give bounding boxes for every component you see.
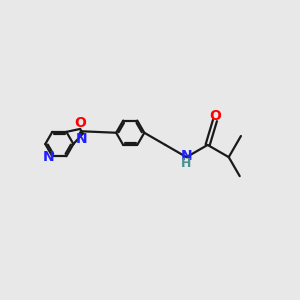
Text: O: O [210,109,221,122]
Text: O: O [74,116,86,130]
Text: N: N [76,132,88,146]
Text: N: N [42,150,54,164]
Text: H: H [181,157,192,170]
Text: N: N [181,148,192,163]
